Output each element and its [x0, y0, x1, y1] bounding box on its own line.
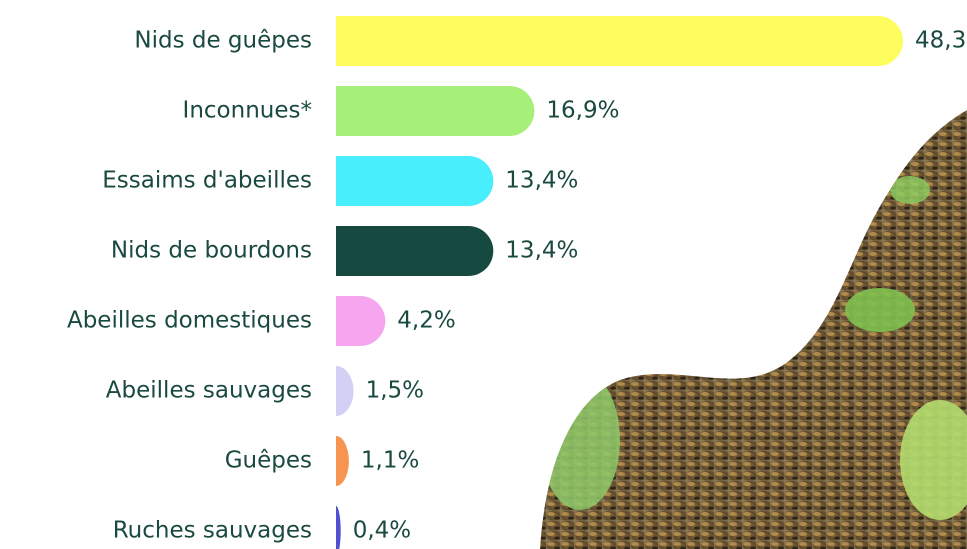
category-label: Nids de guêpes	[134, 28, 312, 54]
category-label: Essaims d'abeilles	[102, 168, 312, 194]
bar	[336, 86, 534, 136]
value-label: 48,3%	[915, 28, 967, 54]
value-label: 13,4%	[505, 238, 578, 264]
bar	[336, 226, 493, 276]
category-label: Abeilles domestiques	[67, 308, 312, 334]
value-label: 1,5%	[366, 378, 424, 404]
chart: Nids de guêpes 48,3% Inconnues* 16,9% Essaim…	[0, 0, 967, 549]
value-label: 16,9%	[546, 98, 619, 124]
bar	[336, 296, 385, 346]
category-label: Guêpes	[225, 448, 312, 474]
bar	[336, 506, 341, 549]
category-label: Abeilles sauvages	[106, 378, 312, 404]
value-label: 4,2%	[397, 308, 455, 334]
value-label: 1,1%	[361, 448, 419, 474]
bar	[336, 436, 349, 486]
bar	[336, 156, 493, 206]
bar	[336, 16, 903, 66]
value-label: 13,4%	[505, 168, 578, 194]
bar	[336, 366, 354, 416]
category-label: Inconnues*	[183, 98, 312, 124]
category-label: Nids de bourdons	[111, 238, 312, 264]
category-label: Ruches sauvages	[113, 518, 312, 544]
background-photo	[530, 100, 967, 549]
value-label: 0,4%	[353, 518, 411, 544]
